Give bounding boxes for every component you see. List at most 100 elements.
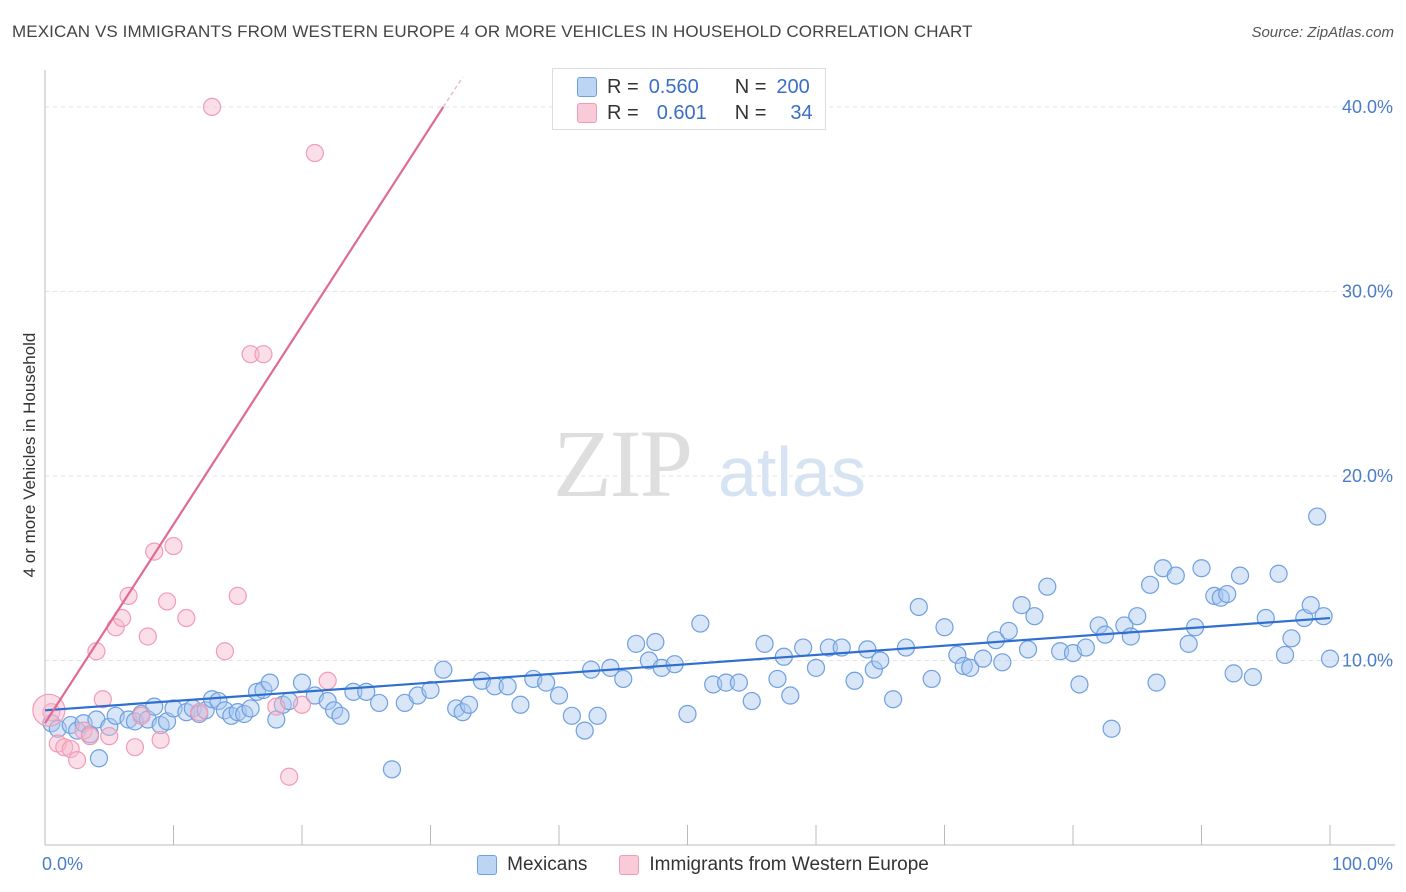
point-mexicans bbox=[241, 699, 260, 718]
legend-swatch-immigrants bbox=[577, 103, 597, 123]
legend-r-value: 0.560 bbox=[648, 75, 699, 98]
point-mexicans bbox=[716, 673, 736, 692]
point-immigrants bbox=[215, 642, 234, 661]
y-tick-label: 40.0% bbox=[1342, 97, 1393, 117]
point-immigrants bbox=[254, 345, 273, 364]
point-immigrants bbox=[100, 727, 119, 746]
point-mexicans bbox=[318, 691, 337, 711]
point-mexicans bbox=[89, 749, 109, 768]
point-immigrants bbox=[177, 608, 196, 628]
point-mexicans bbox=[781, 686, 800, 705]
point-mexicans bbox=[421, 680, 440, 700]
point-mexicans bbox=[993, 653, 1012, 672]
point-mexicans bbox=[382, 760, 402, 779]
point-mexicans bbox=[575, 721, 594, 740]
point-mexicans bbox=[498, 677, 517, 696]
legend-row-mexicans: R = 0.560 N = 200 bbox=[553, 74, 810, 100]
point-mexicans bbox=[196, 701, 215, 720]
y-tick-label: 20.0% bbox=[1342, 466, 1393, 486]
legend-n-label: N = bbox=[734, 75, 767, 98]
correlation-legend: R = 0.560 N = 200 R = 0.601 N = 34 bbox=[552, 68, 826, 130]
trend-line-immigrants bbox=[44, 106, 445, 724]
point-mexicans bbox=[755, 634, 774, 653]
point-immigrants bbox=[68, 751, 87, 770]
point-mexicans bbox=[678, 704, 697, 724]
point-mexicans bbox=[1038, 577, 1057, 596]
point-mexicans bbox=[1012, 596, 1031, 615]
legend-r-label: R = bbox=[607, 101, 639, 124]
point-mexicans bbox=[922, 669, 941, 689]
point-immigrants bbox=[125, 738, 145, 757]
point-mexicans bbox=[1320, 649, 1340, 668]
point-mexicans bbox=[961, 658, 980, 677]
point-immigrants bbox=[138, 627, 157, 646]
point-mexicans bbox=[1269, 564, 1288, 583]
point-mexicans bbox=[858, 640, 877, 659]
point-mexicans bbox=[1018, 640, 1038, 659]
point-mexicans bbox=[1147, 673, 1166, 692]
point-mexicans bbox=[1275, 645, 1295, 665]
point-mexicans bbox=[459, 695, 479, 714]
point-immigrants bbox=[55, 738, 74, 757]
legend-item-mexicans: Mexicans bbox=[477, 854, 587, 876]
point-mexicans bbox=[954, 656, 973, 676]
legend-n-value: 200 bbox=[776, 75, 810, 98]
point-mexicans bbox=[935, 618, 954, 637]
trend-line-immigrants-extension bbox=[442, 76, 464, 108]
point-mexicans bbox=[742, 691, 761, 711]
legend-r-value: 0.601 bbox=[656, 101, 707, 124]
point-mexicans bbox=[626, 634, 646, 653]
point-mexicans bbox=[973, 649, 993, 668]
point-mexicans bbox=[260, 673, 279, 692]
watermark-atlas: atlas bbox=[718, 433, 866, 511]
point-immigrants bbox=[241, 345, 260, 364]
legend-label-mexicans: Mexicans bbox=[507, 854, 588, 875]
point-mexicans bbox=[794, 638, 813, 657]
point-mexicans bbox=[331, 706, 350, 725]
point-mexicans bbox=[909, 597, 928, 617]
point-immigrants bbox=[93, 690, 112, 709]
point-mexicans bbox=[986, 631, 1006, 650]
point-mexicans bbox=[1314, 607, 1333, 626]
point-mexicans bbox=[768, 669, 787, 689]
point-mexicans bbox=[1224, 664, 1243, 683]
point-mexicans bbox=[1301, 596, 1320, 615]
legend-n-label: N = bbox=[734, 101, 767, 124]
point-mexicans bbox=[562, 706, 581, 725]
point-mexicans bbox=[1102, 719, 1121, 738]
x-tick-label: 0.0% bbox=[42, 854, 83, 874]
point-mexicans bbox=[1218, 584, 1237, 604]
series-legend: Mexicans Immigrants from Western Europe bbox=[0, 852, 1406, 878]
y-tick-label: 10.0% bbox=[1342, 650, 1393, 670]
point-mexicans bbox=[806, 658, 826, 677]
point-mexicans bbox=[292, 673, 312, 692]
point-immigrants bbox=[228, 586, 247, 605]
point-immigrants bbox=[190, 703, 209, 722]
point-immigrants bbox=[132, 706, 151, 725]
point-mexicans bbox=[646, 632, 665, 652]
point-immigrants bbox=[305, 143, 324, 163]
legend-swatch-mexicans bbox=[577, 77, 597, 97]
point-mexicans bbox=[1243, 667, 1263, 687]
point-immigrants bbox=[267, 697, 286, 716]
point-mexicans bbox=[1282, 629, 1301, 648]
point-mexicans bbox=[883, 690, 903, 709]
point-mexicans bbox=[1128, 607, 1147, 626]
point-mexicans bbox=[588, 706, 607, 725]
trend-line-mexicans bbox=[44, 616, 1331, 712]
point-mexicans bbox=[370, 693, 389, 713]
point-immigrants bbox=[61, 739, 80, 759]
point-mexicans bbox=[999, 621, 1018, 641]
point-mexicans bbox=[601, 658, 620, 677]
point-immigrants bbox=[280, 767, 299, 786]
point-mexicans bbox=[1025, 607, 1044, 626]
chart-title: MEXICAN VS IMMIGRANTS FROM WESTERN EUROP… bbox=[12, 22, 973, 41]
legend-n-value: 34 bbox=[790, 101, 813, 124]
legend-label-immigrants: Immigrants from Western Europe bbox=[649, 854, 929, 875]
point-mexicans bbox=[845, 671, 864, 690]
point-mexicans bbox=[1192, 559, 1211, 578]
point-immigrants bbox=[151, 730, 170, 749]
point-mexicans bbox=[871, 651, 890, 670]
legend-swatch-immigrants bbox=[619, 855, 640, 875]
